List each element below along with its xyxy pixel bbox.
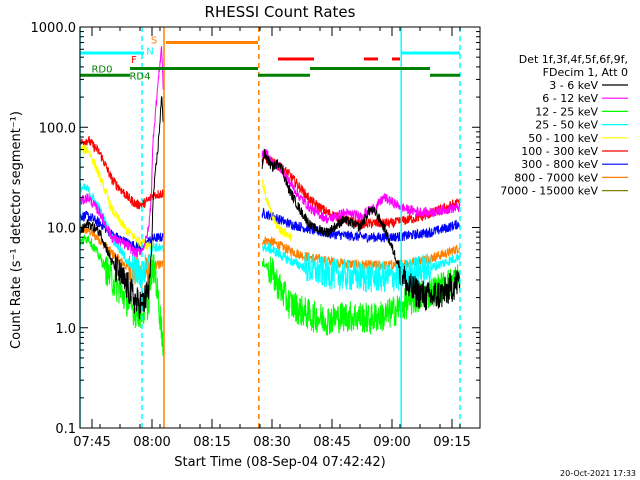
flag-label-n: N	[146, 47, 153, 58]
x-tick-label: 09:00	[373, 435, 410, 450]
x-tick-label: 09:15	[433, 435, 470, 450]
x-axis-label: Start Time (08-Sep-04 07:42:42)	[174, 455, 385, 470]
flag-label-s: S	[151, 36, 157, 47]
legend-label-50-100-kev: 50 - 100 keV	[528, 132, 598, 145]
legend: Det 1f,3f,4f,5f,6f,9f, FDecim 1, Att 0 3…	[500, 53, 628, 198]
legend-label-3-6-kev: 3 - 6 keV	[549, 79, 598, 92]
legend-label-7000-15000-kev: 7000 - 15000 keV	[500, 185, 598, 198]
vertical-lines-layer	[79, 27, 461, 428]
flag-label-rd4: RD4	[129, 71, 150, 82]
x-tick-label: 08:15	[193, 435, 230, 450]
legend-label-800-7000-kev: 800 - 7000 keV	[514, 171, 598, 184]
y-tick-label: 0.1	[55, 422, 76, 437]
series-3-6-kev	[79, 95, 461, 320]
x-tick-label: 07:45	[73, 435, 110, 450]
y-tick-label: 100.0	[39, 121, 76, 136]
generation-timestamp: 20-Oct-2021 17:33	[560, 469, 636, 478]
legend-header-line-2: FDecim 1, Att 0	[543, 66, 628, 79]
chart-title: RHESSI Count Rates	[205, 3, 356, 21]
series-layer	[79, 46, 461, 356]
flag-bars-layer: SNF RD0 RD4	[80, 36, 460, 82]
legend-label-100-300-kev: 100 - 300 keV	[521, 145, 598, 158]
legend-label-12-25-kev: 12 - 25 keV	[535, 105, 598, 118]
legend-label-25-50-kev: 25 - 50 keV	[535, 119, 598, 132]
x-tick-label: 08:00	[133, 435, 170, 450]
flag-label-f: F	[131, 55, 137, 66]
y-tick-label: 1.0	[55, 322, 76, 337]
y-tick-label: 1000.0	[31, 21, 77, 36]
legend-label-300-800-kev: 300 - 800 keV	[521, 158, 598, 171]
y-tick-label: 10.0	[47, 222, 76, 237]
x-tick-label: 08:30	[253, 435, 290, 450]
y-axis-label: Count Rate (s⁻¹ detector segment⁻¹)	[9, 111, 24, 349]
series-6-12-kev	[79, 46, 461, 258]
legend-header-line-1: Det 1f,3f,4f,5f,6f,9f,	[519, 53, 628, 66]
flag-label-rd0: RD0	[91, 65, 112, 76]
x-tick-label: 08:45	[313, 435, 350, 450]
series-25-50-kev	[79, 183, 461, 293]
legend-label-6-12-kev: 6 - 12 keV	[542, 92, 598, 105]
series-300-800-kev	[79, 207, 461, 251]
series-50-100-kev	[79, 144, 293, 252]
axis-ticks-layer: 0.1 1.0 10.0 100.0 1000.0 07:45 08:00 08:15 08:3…	[31, 21, 481, 450]
